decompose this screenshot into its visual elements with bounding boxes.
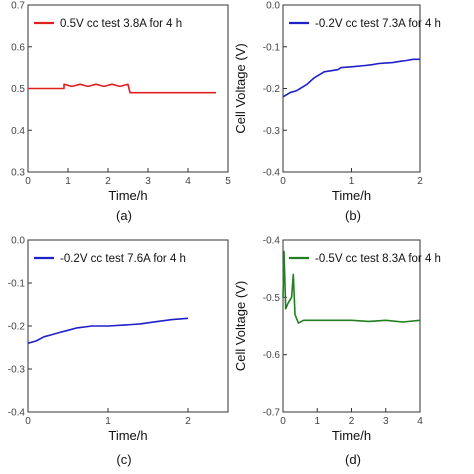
x-tick-label: 0	[25, 176, 31, 187]
y-tick-label: 0.6	[11, 42, 25, 53]
x-tick-label: 0	[280, 176, 286, 187]
x-tick-label: 1	[314, 416, 320, 427]
panel-caption: (a)	[116, 208, 132, 223]
y-tick-label: -0.1	[8, 279, 26, 290]
plot-frame	[282, 4, 421, 173]
legend-label: -0.2V cc test 7.3A for 4 h	[315, 18, 441, 30]
y-axis-label: Cell Voltage (V)	[233, 281, 248, 371]
y-axis-label: Cell Voltage (V)	[233, 43, 248, 133]
x-tick-label: 2	[417, 176, 423, 187]
series-line-1	[282, 58, 420, 98]
y-tick-label: 0.4	[11, 126, 25, 137]
chart-panel-4: 0 1 2 3 4 -0.4 -0.5 -0.6 -0.7 Time/h Cell Voltage …	[233, 236, 441, 468]
x-tick-label: 1	[65, 176, 71, 187]
y-tick-label: -0.3	[263, 126, 281, 137]
panel-caption: (c)	[116, 452, 131, 467]
y-tick-label: 0.5	[11, 84, 25, 95]
panel-caption: (b)	[345, 208, 361, 223]
y-tick-label: -0.4	[8, 408, 26, 419]
plot-frame	[282, 239, 421, 413]
x-tick-label: 4	[185, 176, 191, 187]
series-line-1	[282, 250, 421, 324]
x-tick-label: 4	[417, 416, 423, 427]
chart-panel-1: 0 1 2 3 4 5 0.3 0.4 0.5 0.6 0.7 Time/h 0.5V cc test …	[11, 1, 231, 224]
y-tick-label: -0.4	[263, 236, 281, 247]
x-tick-label: 1	[349, 176, 355, 187]
y-tick-label: -0.5	[263, 293, 281, 304]
legend-label: -0.2V cc test 7.6A for 4 h	[60, 253, 186, 265]
x-tick-label: 0	[280, 416, 286, 427]
x-axis-label: Time/h	[108, 428, 147, 443]
y-tick-label: -0.7	[263, 408, 281, 419]
legend-label: 0.5V cc test 3.8A for 4 h	[60, 18, 182, 30]
y-tick-label: -0.3	[8, 365, 26, 376]
chart-panel-3: 0 1 2 0.0 -0.1 -0.2 -0.3 -0.4 Time/h -0.2V cc tes…	[8, 236, 229, 467]
panel-caption: (d)	[345, 452, 361, 467]
legend-label: -0.5V cc test 8.3A for 4 h	[315, 253, 441, 265]
x-tick-label: 3	[383, 416, 389, 427]
x-tick-label: 3	[145, 176, 151, 187]
y-tick-label: 0.0	[266, 1, 280, 12]
x-tick-label: 5	[225, 176, 231, 187]
plot-frame	[27, 239, 229, 413]
x-axis-label: Time/h	[108, 188, 147, 203]
y-tick-label: -0.2	[8, 322, 26, 333]
chart-panel-2: 0 1 2 0.0 -0.1 -0.2 -0.3 -0.4 Time/h Cell Voltage…	[233, 1, 441, 224]
x-tick-label: 2	[185, 416, 191, 427]
y-tick-label: -0.1	[263, 42, 281, 53]
x-axis-label: Time/h	[332, 428, 371, 443]
series-line-1	[27, 317, 189, 344]
y-tick-label: -0.2	[263, 84, 281, 95]
x-tick-label: 2	[349, 416, 355, 427]
y-tick-label: 0.0	[11, 236, 25, 247]
series-line-1	[28, 83, 216, 94]
x-axis-label: Time/h	[332, 188, 371, 203]
y-tick-label: 0.3	[11, 168, 25, 179]
y-tick-label: -0.4	[263, 168, 281, 179]
x-tick-label: 0	[25, 416, 31, 427]
x-tick-label: 1	[105, 416, 111, 427]
x-tick-label: 2	[105, 176, 111, 187]
y-tick-label: 0.7	[11, 1, 25, 12]
y-tick-label: -0.6	[263, 350, 281, 361]
